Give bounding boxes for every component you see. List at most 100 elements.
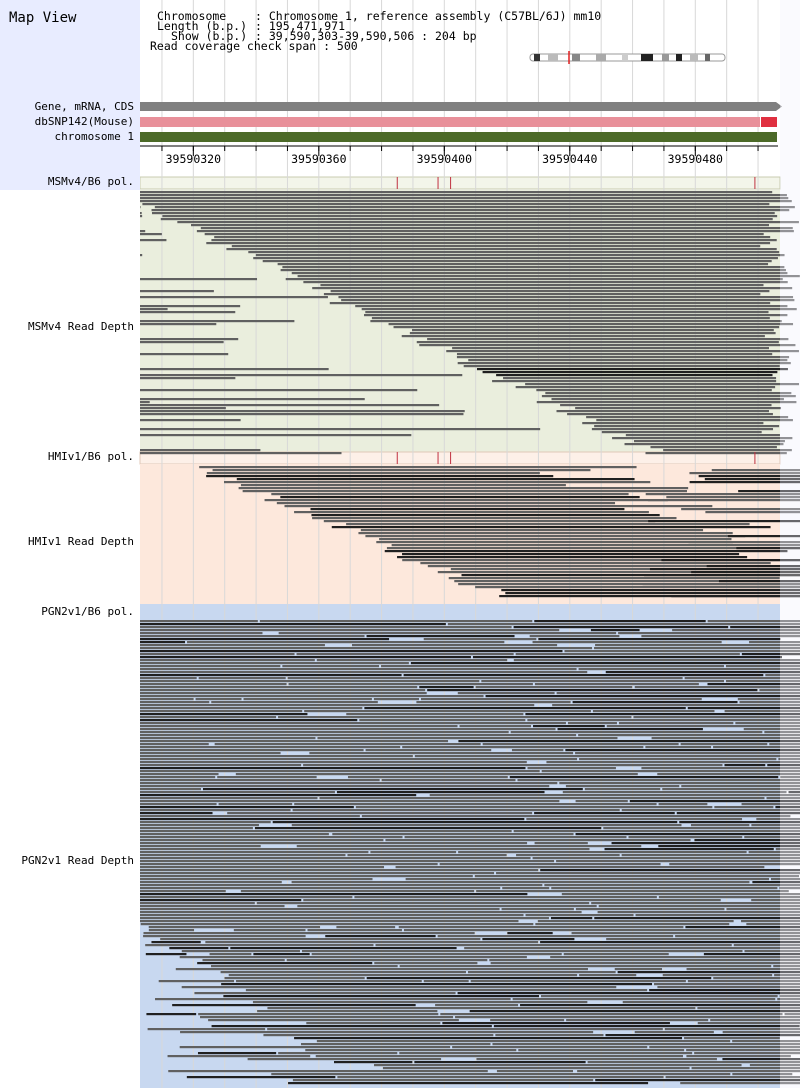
pgn-depth-label[interactable]: PGN2v1 Read Depth (21, 854, 134, 867)
read (641, 635, 800, 638)
read (513, 626, 729, 629)
hmi-depth-label[interactable]: HMIv1 Read Depth (28, 535, 134, 548)
read (579, 758, 777, 761)
read (429, 794, 800, 797)
read (140, 377, 236, 380)
gene-track-label[interactable]: Gene, mRNA, CDS (34, 100, 134, 113)
read (206, 472, 540, 475)
read (741, 653, 800, 656)
read (294, 511, 649, 514)
read (536, 389, 772, 392)
read (248, 251, 780, 254)
read (579, 974, 637, 977)
read (649, 1046, 800, 1049)
read (140, 878, 373, 881)
read (140, 338, 239, 341)
read (140, 695, 484, 698)
read (140, 212, 142, 215)
read (140, 374, 463, 377)
chromosome-track-bar[interactable] (140, 132, 777, 142)
read (364, 707, 686, 710)
read (437, 571, 800, 574)
msm-pol-strip (139, 176, 781, 190)
read (140, 680, 480, 683)
read (181, 986, 617, 989)
read (140, 674, 402, 677)
read (775, 806, 800, 809)
read (751, 824, 800, 827)
chromosome-ideogram[interactable] (529, 51, 726, 64)
read (311, 514, 660, 517)
read (738, 490, 800, 493)
read (140, 452, 342, 455)
read (687, 980, 800, 983)
read (689, 472, 800, 475)
read (675, 935, 800, 938)
read (200, 227, 793, 230)
read (499, 595, 800, 598)
read (621, 809, 800, 812)
read (492, 1043, 800, 1046)
read (223, 995, 539, 998)
read (140, 821, 271, 824)
read (476, 1058, 717, 1061)
read (140, 854, 346, 857)
read (310, 508, 625, 511)
pgn-pol-label[interactable]: PGN2v1/B6 pol. (41, 605, 134, 618)
read (648, 520, 800, 523)
read (240, 890, 475, 893)
read (280, 269, 786, 272)
read (140, 671, 588, 674)
read (140, 782, 558, 785)
read (303, 899, 721, 902)
read (373, 698, 419, 701)
msm-pol-label[interactable]: MSMv4/B6 pol. (47, 175, 134, 188)
read (641, 767, 800, 770)
right-scroll-strip[interactable] (780, 0, 800, 1088)
gene-track-bar[interactable] (140, 102, 776, 111)
read (303, 281, 788, 284)
read (388, 323, 794, 326)
read (662, 974, 773, 977)
read (296, 845, 642, 848)
hmi-pol-label[interactable]: HMIv1/B6 pol. (47, 450, 134, 463)
read (361, 308, 797, 311)
read (140, 863, 438, 866)
length-key: Length (b.p.) (157, 19, 248, 33)
read (493, 1025, 800, 1028)
read (148, 929, 195, 932)
dbsnp-track-label[interactable]: dbSNP142(Mouse) (34, 115, 134, 128)
read-alignments (140, 191, 800, 1085)
read (162, 215, 778, 218)
gene-strand-arrow (776, 102, 782, 111)
read (140, 761, 527, 764)
chromosome-track-label[interactable]: chromosome 1 (54, 130, 134, 143)
read (703, 953, 800, 956)
read (140, 902, 255, 905)
read (680, 743, 768, 746)
read (177, 221, 799, 224)
read (649, 568, 800, 571)
read (629, 800, 800, 803)
dbsnp-track-bar[interactable] (140, 117, 760, 127)
read (502, 887, 550, 890)
read (612, 437, 793, 440)
read (532, 641, 722, 644)
read (759, 689, 800, 692)
read (401, 335, 765, 338)
read (214, 236, 771, 239)
msm-depth-label[interactable]: MSMv4 Read Depth (28, 320, 134, 333)
read (529, 635, 620, 638)
read (158, 980, 235, 983)
read (140, 659, 315, 662)
read (420, 698, 702, 701)
read (414, 1061, 586, 1064)
dbsnp-mark[interactable] (761, 117, 777, 127)
read (686, 968, 800, 971)
read (247, 1058, 442, 1061)
read (661, 559, 800, 562)
read (285, 278, 783, 281)
read (676, 812, 800, 815)
read (140, 686, 418, 689)
read (143, 932, 475, 935)
